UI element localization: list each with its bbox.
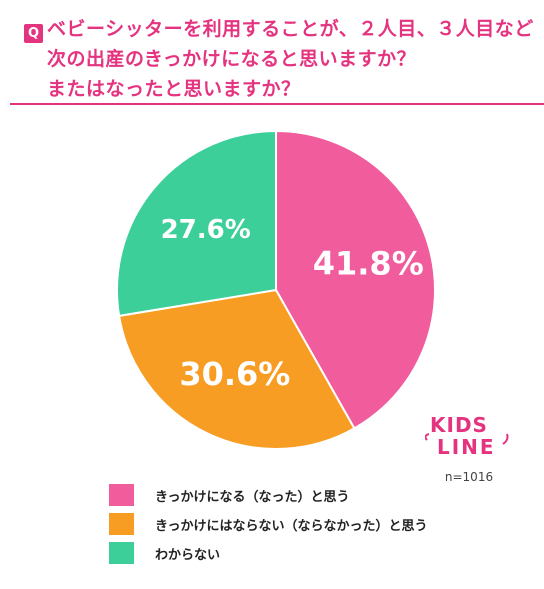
question-line-2: 次の出産のきっかけになると思いますか？ xyxy=(47,48,417,70)
label-unknown: 27.6% xyxy=(161,215,251,245)
logo-text-top: KIDS xyxy=(430,413,488,437)
legend-item-yes: きっかけになる（なった）と思う xyxy=(109,484,349,506)
question-header: Q ベビーシッターを利用することが、２人目、３人目など 次の出産のきっかけになる… xyxy=(0,0,544,105)
sample-size: n=1016 xyxy=(444,470,494,484)
slice-unknown xyxy=(116,129,277,318)
label-no: 30.6% xyxy=(179,355,290,393)
kidsline-logo: KIDS LINE xyxy=(425,413,509,459)
legend-label-unknown: わからない xyxy=(155,547,221,563)
legend-label-yes: きっかけになる（なった）と思う xyxy=(155,489,350,505)
pie-chart: 41.8% 30.6% 27.6% xyxy=(116,129,436,450)
legend-item-no: きっかけにはならない（ならなかった）と思う xyxy=(109,513,427,535)
legend-swatch-unknown xyxy=(109,542,134,564)
slice-no xyxy=(117,288,356,450)
legend-item-unknown: わからない xyxy=(109,542,220,564)
legend-swatch-no xyxy=(109,513,134,535)
header-divider xyxy=(10,103,544,105)
label-yes: 41.8% xyxy=(313,245,424,283)
question-line-3: またはなったと思いますか？ xyxy=(47,78,301,100)
logo-swirl-right xyxy=(502,433,509,445)
legend-swatch-yes xyxy=(109,484,134,506)
logo-text-bottom: LINE xyxy=(437,435,496,459)
question-text: ベビーシッターを利用することが、２人目、３人目など 次の出産のきっかけになると思… xyxy=(47,14,539,104)
slice-yes xyxy=(275,129,436,430)
question-badge: Q xyxy=(24,24,43,43)
legend-label-no: きっかけにはならない（ならなかった）と思う xyxy=(155,518,428,534)
question-line-1: ベビーシッターを利用することが、２人目、３人目など xyxy=(47,18,534,40)
logo-swirl-left xyxy=(425,433,430,441)
